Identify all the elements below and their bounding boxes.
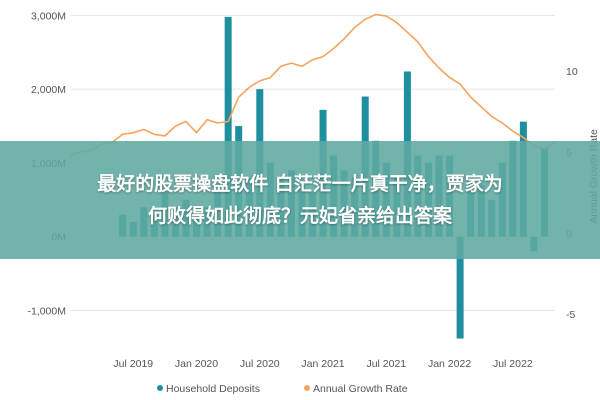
x-axis-tick-label: Jan 2022	[428, 358, 471, 370]
legend-marker	[304, 385, 310, 391]
left-axis-tick-label: -1,000M	[27, 305, 66, 317]
headline-text[interactable]: 最好的股票操盘软件 白茫茫一片真干净，贾家为 何败得如此彻底？元妃省亲给出答案	[10, 168, 590, 232]
left-axis-tick-label: 2,000M	[31, 84, 66, 96]
right-axis-tick-label: 10	[566, 66, 578, 78]
growth-rate-line	[69, 13, 556, 157]
left-axis-tick-label: 3,000M	[31, 10, 66, 22]
right-axis-tick-label: -5	[566, 309, 575, 321]
x-axis-tick-label: Jan 2021	[301, 358, 344, 370]
x-axis-tick-label: Jan 2020	[175, 358, 218, 370]
legend-marker	[157, 385, 163, 391]
deposit-bar	[456, 236, 464, 339]
x-axis-tick-label: Jul 2019	[113, 358, 153, 370]
headline-line-1: 最好的股票操盘软件 白茫茫一片真干净，贾家为	[97, 173, 503, 195]
x-axis-tick-label: Jul 2022	[493, 358, 533, 370]
x-axis-tick-label: Jul 2020	[240, 358, 280, 370]
headline-banner[interactable]: 最好的股票操盘软件 白茫茫一片真干净，贾家为 何败得如此彻底？元妃省亲给出答案	[0, 141, 600, 259]
deposit-bar	[224, 16, 232, 237]
legend-label: Household Deposits	[166, 383, 260, 395]
legend-label: Annual Growth Rate	[313, 383, 408, 395]
x-axis-tick-label: Jul 2021	[366, 358, 406, 370]
headline-line-2: 何败得如此彻底？元妃省亲给出答案	[147, 205, 452, 227]
